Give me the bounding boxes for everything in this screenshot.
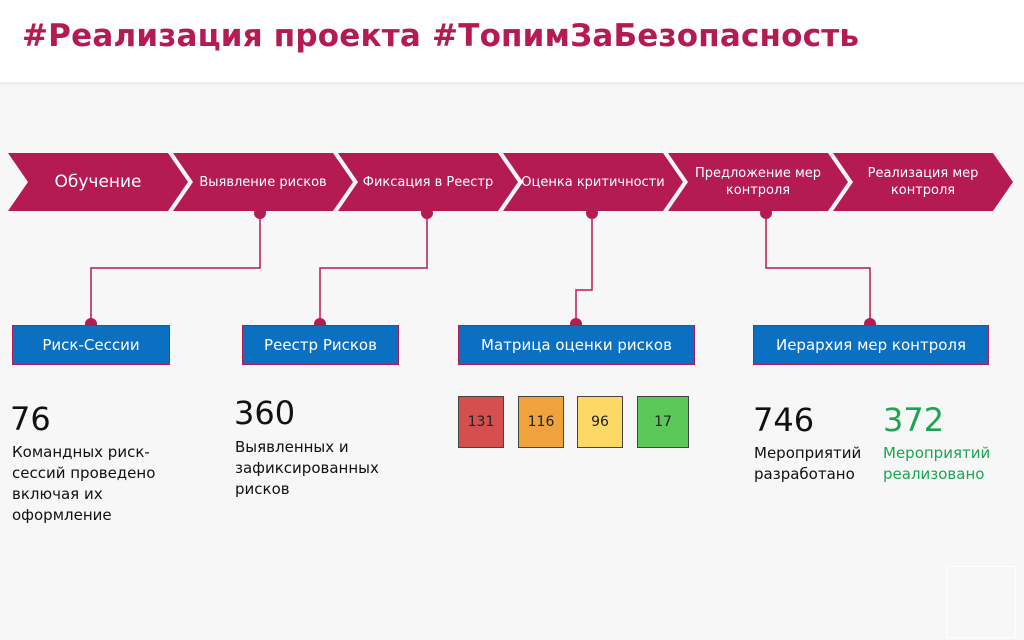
- box-risk-sessions: Риск-Сессии: [12, 325, 170, 365]
- step-risk-identification: Выявление рисков: [199, 174, 327, 190]
- step-register-entry: Фиксация в Реестр: [362, 174, 494, 190]
- connectors: [90, 211, 871, 325]
- step-criticality-assessment: Оценка критичности: [521, 174, 665, 190]
- step-control-proposal: Предложение мер контроля: [694, 166, 822, 198]
- matrix-cell-critical: 131: [458, 396, 504, 448]
- chevron-2: [173, 153, 353, 211]
- measures-implemented-value: 372: [883, 401, 945, 439]
- measures-developed-value: 746: [753, 401, 815, 439]
- chevron-6: [833, 153, 1013, 211]
- matrix-cell-medium: 96: [577, 396, 623, 448]
- measures-implemented-text: Мероприятий реализовано: [883, 444, 991, 483]
- step-control-implementation: Реализация мер контроля: [867, 166, 979, 198]
- header: #Реализация проекта #ТопимЗаБезопасность: [0, 0, 1024, 82]
- chevron-4: [503, 153, 683, 211]
- connector-3: [575, 211, 593, 325]
- register-text: Выявленных и зафиксированных рисков: [235, 438, 379, 498]
- chevron-3: [338, 153, 518, 211]
- connector-1: [90, 211, 261, 325]
- chevron-5: [668, 153, 848, 211]
- sessions-text: Командных риск-сессий проведено включая …: [12, 443, 156, 524]
- step-training: Обучение: [54, 171, 142, 192]
- register-value: 360: [234, 394, 296, 432]
- matrix-cell-high: 116: [518, 396, 564, 448]
- box-risk-matrix: Матрица оценки рисков: [458, 325, 695, 365]
- box-control-hierarchy: Иерархия мер контроля: [753, 325, 989, 365]
- chevron-1: [8, 153, 188, 211]
- connector-4: [765, 211, 871, 325]
- corner-frame: [946, 566, 1016, 638]
- page-title: #Реализация проекта #ТопимЗаБезопасность: [22, 18, 860, 54]
- box-risk-register: Реестр Рисков: [242, 325, 399, 365]
- matrix-cell-low: 17: [637, 396, 689, 448]
- connector-2: [319, 211, 428, 325]
- sessions-value: 76: [10, 400, 51, 438]
- measures-developed-text: Мероприятий разработано: [754, 444, 862, 483]
